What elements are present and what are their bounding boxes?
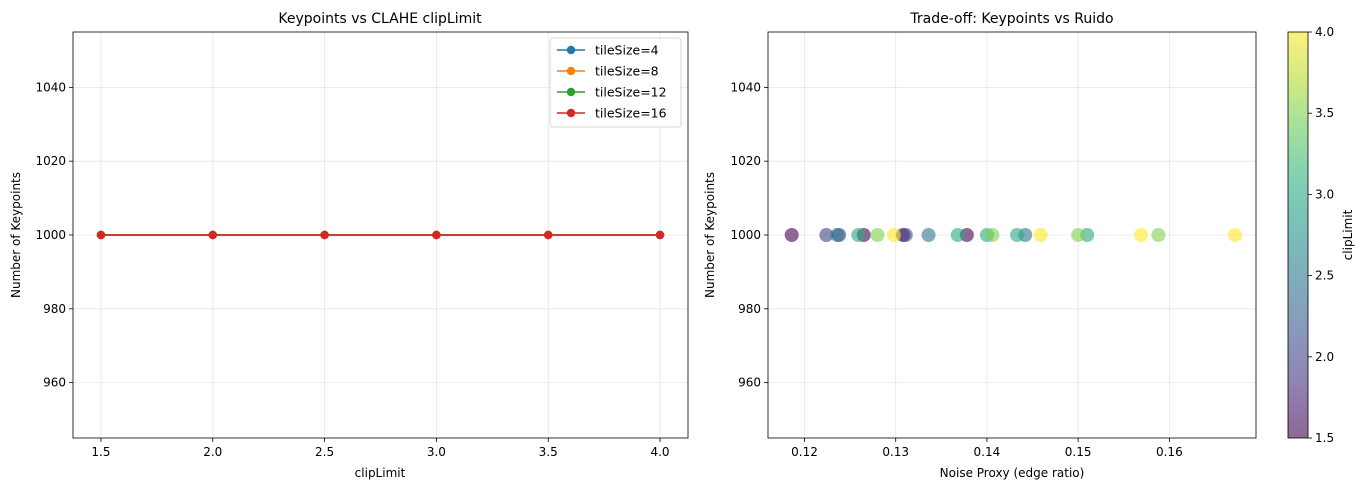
x-tick-label: 0.14 [974,445,1001,459]
scatter-point [830,228,845,242]
scatter-point [851,228,866,242]
y-axis-ticks: 960 980 1000 1020 1040 [730,80,768,390]
y-tick-label: 960 [738,376,761,390]
colorbar-tick-label: 2.5 [1315,269,1334,283]
x-tick-label: 2.5 [315,445,334,459]
colorbar-tick-label: 2.0 [1315,350,1334,364]
legend-marker [566,66,576,76]
series-4 [96,230,665,240]
series-group [96,230,665,240]
data-point [320,230,329,240]
x-tick-label: 0.16 [1156,445,1183,459]
scatter-point [985,228,1000,242]
x-tick-label: 0.15 [1065,445,1092,459]
legend-frame [549,37,682,128]
y-tick-label: 1000 [730,228,761,242]
points-group [784,228,1243,242]
scatter-point [921,228,936,242]
y-tick-label: 980 [738,302,761,316]
y-axis-label: Number of Keypoints [9,172,23,298]
legend-marker [566,108,576,118]
y-tick-label: 980 [43,302,66,316]
legend-item: tileSize=16 [557,106,667,121]
colorbar-label: clipLimit [1341,209,1355,260]
scatter-point [1010,228,1025,242]
x-axis-label: Noise Proxy (edge ratio) [940,466,1085,480]
data-point [655,230,665,240]
y-axis-ticks: 960 980 1000 1020 1040 [35,80,73,390]
x-axis-ticks: 0.12 0.13 0.14 0.15 0.16 [791,438,1183,459]
legend-item: tileSize=4 [557,43,659,58]
legend-label: tileSize=8 [595,64,659,79]
legend-marker [566,87,576,97]
y-tick-label: 1020 [35,154,66,168]
y-tick-label: 1000 [35,228,66,242]
legend-label: tileSize=4 [595,43,659,58]
x-tick-label: 0.12 [791,445,818,459]
scatter-point [870,228,885,242]
legend-label: tileSize=12 [595,85,667,100]
chart-title: Trade-off: Keypoints vs Ruido [909,11,1113,27]
data-point [432,230,441,240]
scatter-point [886,228,901,242]
chart-title: Keypoints vs CLAHE clipLimit [278,11,482,27]
scatter-point [819,228,834,242]
colorbar-tick-label: 1.5 [1315,431,1334,445]
legend-label: tileSize=16 [595,106,667,121]
y-tick-label: 960 [43,376,66,390]
scatter-point [1134,228,1149,242]
legend: tileSize=4 tileSize=8 tileSize=12 tileSize=… [549,37,682,128]
x-tick-label: 0.13 [882,445,909,459]
x-tick-label: 3.0 [427,445,446,459]
x-tick-label: 1.5 [91,445,110,459]
x-axis-label: clipLimit [355,466,406,480]
colorbar-ticks: 1.5 2.0 2.5 3.0 3.5 4.0 [1308,25,1334,445]
colorbar-frame [1287,31,1309,439]
x-tick-label: 4.0 [650,445,669,459]
y-axis-label: Number of Keypoints [703,172,717,298]
scatter-point [1033,228,1048,242]
legend-marker [566,45,576,55]
data-point [544,230,553,240]
x-axis-ticks: 1.5 2.0 2.5 3.0 3.5 4.0 [91,438,670,459]
scatter-point [1071,228,1086,242]
scatter-point [1228,228,1243,242]
line-chart-panel: Keypoints vs CLAHE clipLimit 1.5 2.0 2.5 3.… [9,11,689,480]
y-tick-label: 1020 [730,154,761,168]
scatter-point [1151,228,1166,242]
x-tick-label: 2.0 [203,445,222,459]
scatter-point [784,228,799,242]
y-tick-label: 1040 [35,80,66,94]
x-tick-label: 3.5 [539,445,558,459]
data-point [208,230,217,240]
colorbar-tick-label: 4.0 [1315,25,1334,39]
colorbar-gradient [1288,32,1308,438]
scatter-chart-panel: Trade-off: Keypoints vs Ruido 0.12 0.13 0.… [703,11,1355,480]
legend-item: tileSize=12 [557,85,667,100]
legend-item: tileSize=8 [557,64,659,79]
y-tick-label: 1040 [730,80,761,94]
colorbar-tick-label: 3.0 [1315,187,1334,201]
colorbar-tick-label: 3.5 [1315,106,1334,120]
colorbar: 1.5 2.0 2.5 3.0 3.5 4.0 clipLimit [1287,25,1355,445]
scatter-point [950,228,965,242]
scatter-point [898,228,913,242]
data-point [96,230,106,240]
